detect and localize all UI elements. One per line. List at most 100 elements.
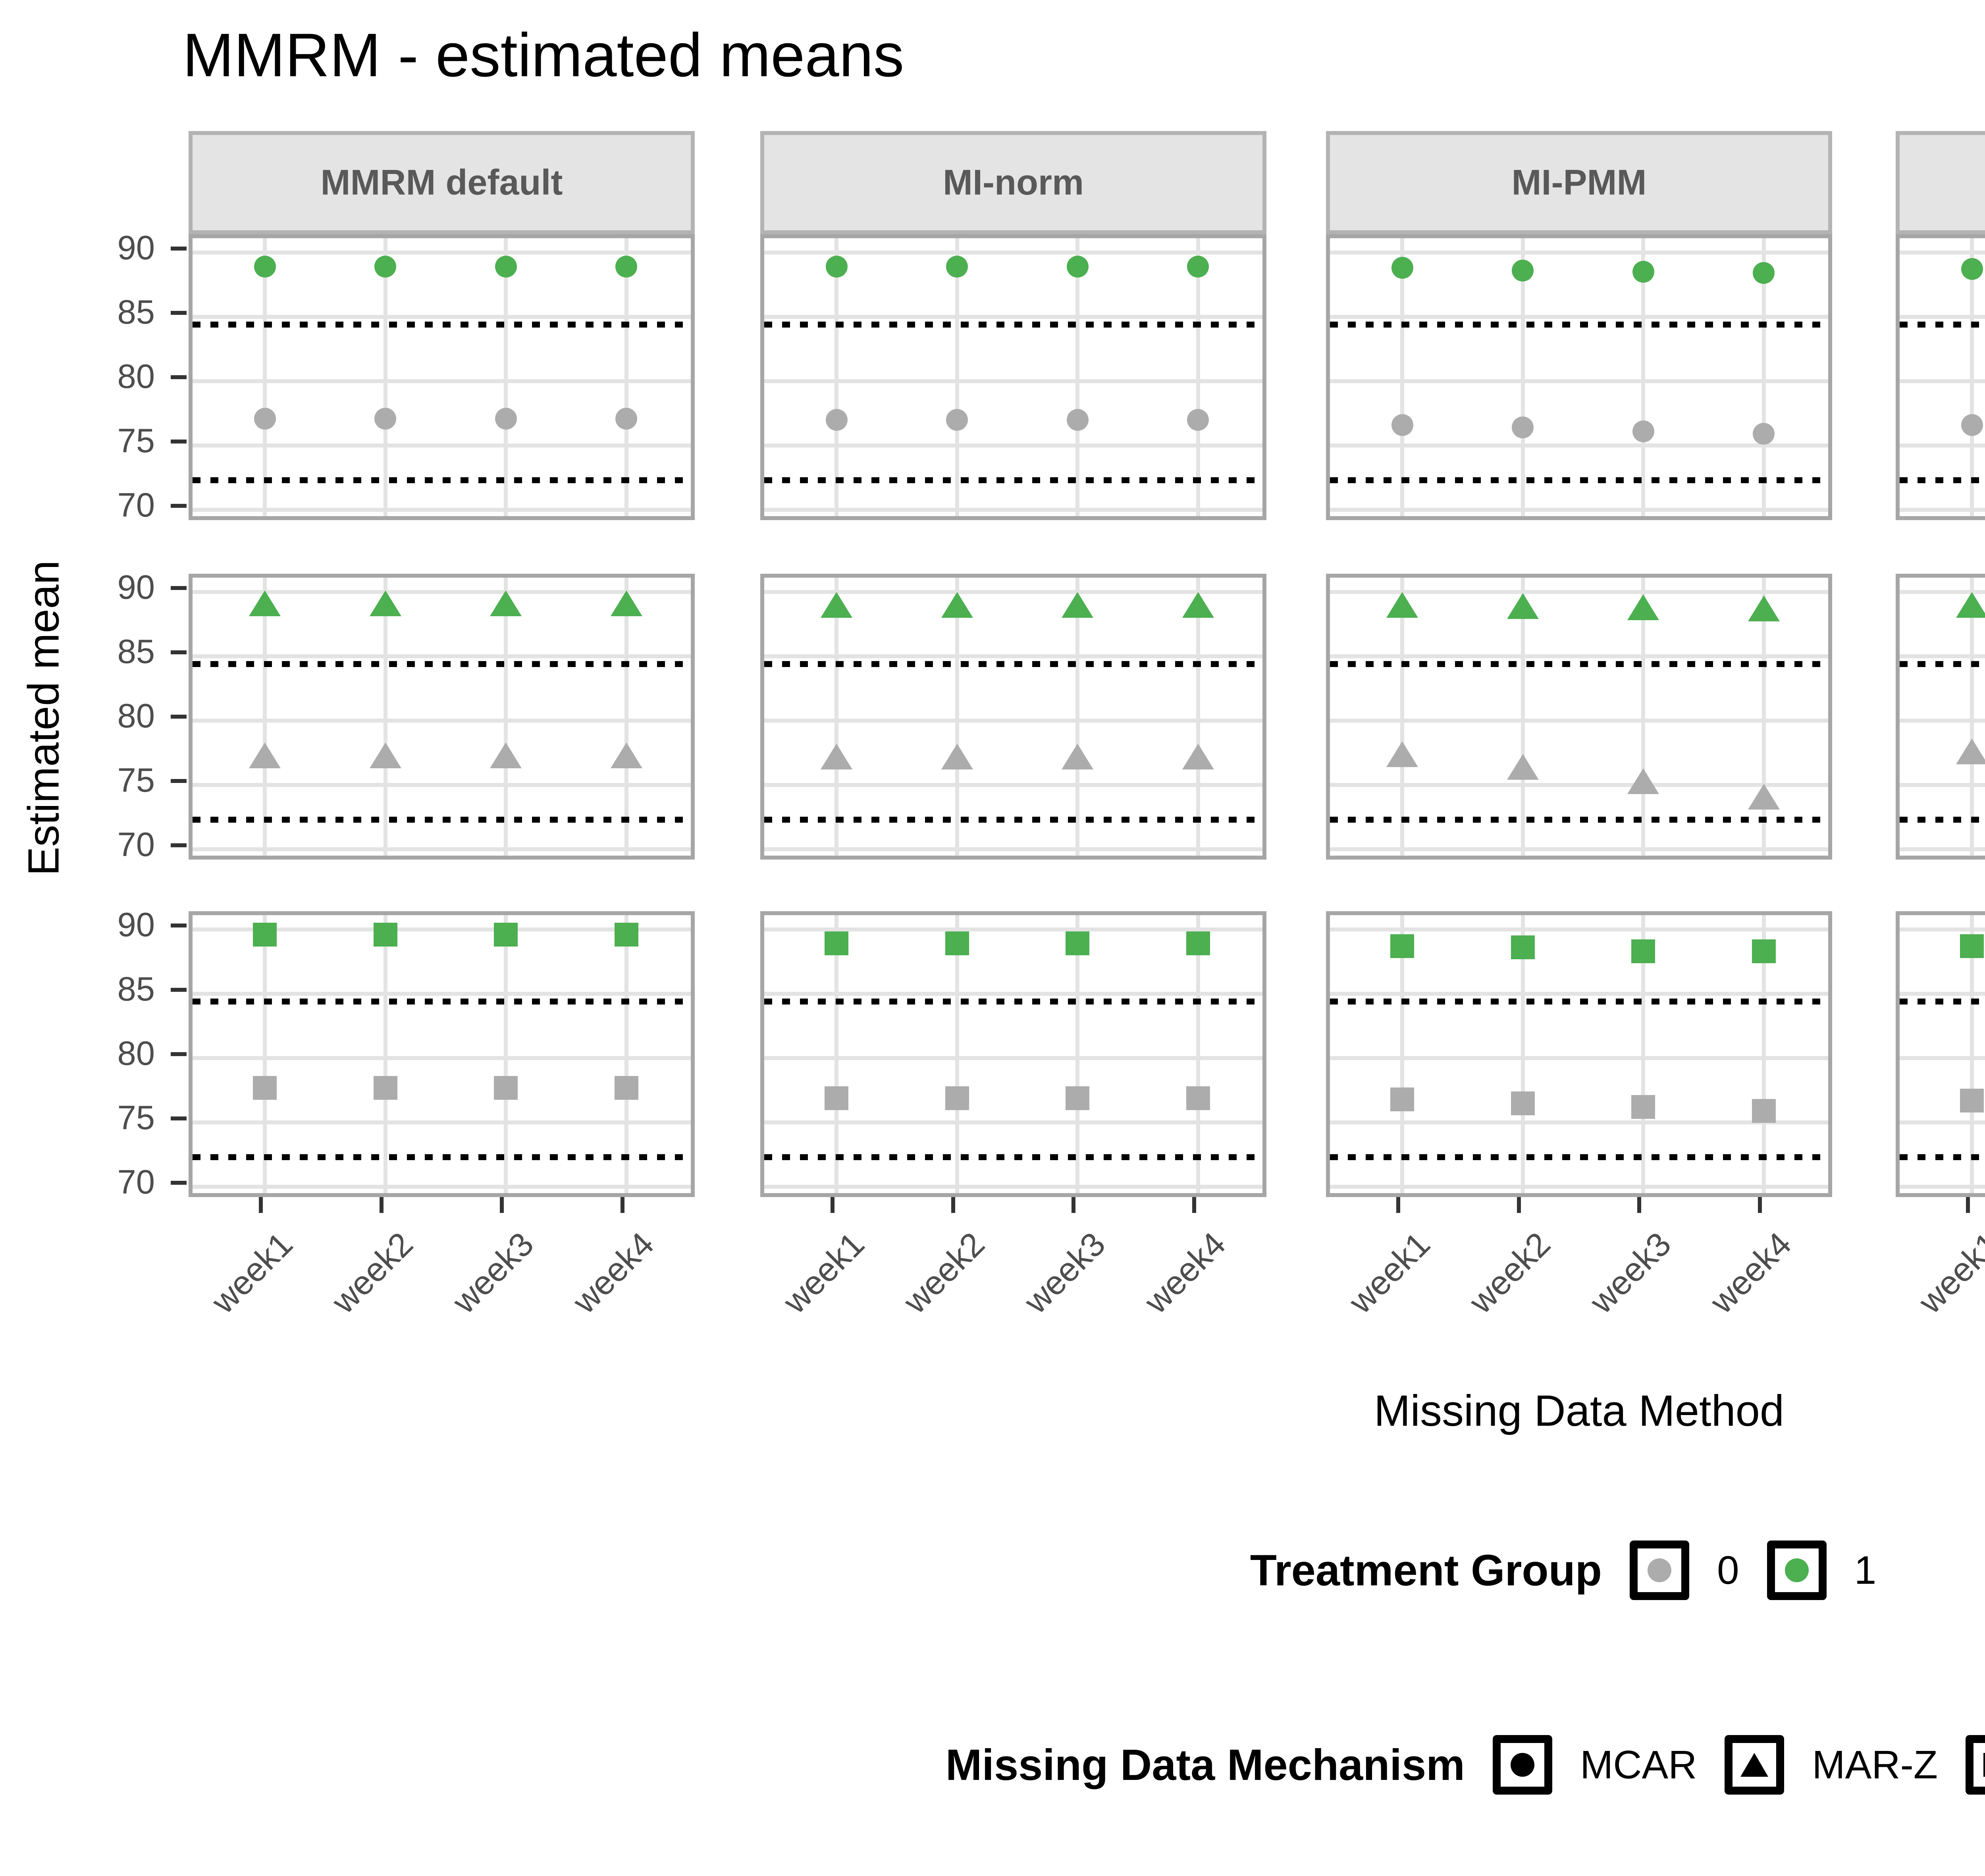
data-point-square (494, 1076, 518, 1100)
data-point-circle (254, 255, 276, 278)
reference-line (1330, 817, 1828, 823)
facet-panel (760, 574, 1266, 860)
legend-item-label: MAR-Z (1812, 1742, 1938, 1787)
major-gridline-h (1900, 654, 1985, 658)
data-point-triangle (1507, 593, 1539, 619)
reference-line (1900, 998, 1985, 1005)
y-tick-label: 75 (117, 1099, 155, 1137)
data-point-square (614, 1076, 638, 1100)
major-gridline-h (1330, 314, 1828, 319)
facet-panel (1896, 234, 1985, 520)
major-gridline-h (193, 783, 691, 787)
x-tick-mark (1396, 1197, 1401, 1213)
major-gridline-v (504, 915, 508, 1193)
data-point-square (825, 931, 849, 956)
major-gridline-v (1075, 238, 1080, 516)
data-point-square (1960, 1089, 1984, 1113)
reference-line (193, 817, 691, 823)
data-point-triangle (249, 590, 281, 617)
major-gridline-h (764, 314, 1262, 319)
major-gridline-v (1970, 915, 1974, 1193)
y-tick-label: 90 (117, 229, 155, 267)
data-point-circle (1391, 414, 1413, 436)
major-gridline-h (764, 250, 1262, 255)
legend-key (1725, 1735, 1785, 1795)
data-point-circle (374, 255, 397, 278)
major-gridline-h (1900, 719, 1985, 723)
x-tick-label: week2 (1462, 1225, 1558, 1321)
major-gridline-v (1521, 578, 1525, 856)
major-gridline-h (764, 783, 1262, 787)
major-gridline-v (383, 578, 387, 856)
major-gridline-v (1400, 578, 1405, 856)
data-point-circle (946, 409, 968, 431)
data-point-triangle (941, 592, 973, 618)
x-tick-label: week4 (1137, 1225, 1233, 1321)
major-gridline-h (764, 508, 1262, 512)
major-gridline-h (1900, 847, 1985, 852)
y-tick-label: 70 (117, 486, 155, 524)
major-gridline-v (1075, 578, 1080, 856)
data-point-circle (1187, 409, 1209, 431)
y-axis-title: Estimated mean (19, 560, 68, 876)
data-point-square (1066, 1086, 1090, 1110)
major-gridline-v (955, 578, 959, 856)
data-point-circle (1512, 259, 1534, 281)
x-tick-mark (951, 1197, 955, 1213)
major-gridline-h (1900, 991, 1985, 996)
reference-line (1900, 817, 1985, 823)
data-point-circle (1187, 255, 1209, 278)
data-point-circle (1753, 262, 1775, 284)
data-point-square (1390, 1087, 1415, 1111)
data-point-square (373, 922, 397, 947)
major-gridline-v (1970, 238, 1974, 516)
chart-title: MMRM - estimated means (183, 21, 904, 89)
reference-line (1900, 1154, 1985, 1161)
data-point-circle (374, 407, 397, 430)
y-tick-mark (171, 987, 187, 992)
data-point-circle (495, 407, 517, 430)
reference-line (764, 817, 1262, 823)
data-point-triangle (1507, 754, 1539, 780)
circle-icon (1647, 1558, 1671, 1582)
major-gridline-h (193, 443, 691, 448)
major-gridline-v (263, 915, 267, 1193)
legend-key (1965, 1735, 1985, 1795)
legend-item-label: 0 (1717, 1548, 1739, 1593)
facet-panel (760, 911, 1266, 1197)
data-point-square (494, 922, 518, 947)
facet-panel (1326, 574, 1832, 860)
data-point-triangle (490, 742, 522, 769)
y-tick-label: 80 (117, 358, 155, 395)
triangle-icon (1740, 1753, 1769, 1777)
x-tick-label: week1 (776, 1225, 872, 1321)
data-point-circle (1961, 258, 1983, 280)
legend-item-label: MCAR (1580, 1742, 1697, 1787)
data-point-circle (254, 407, 276, 430)
y-tick-mark (171, 504, 187, 508)
x-tick-mark (1192, 1197, 1196, 1213)
x-tick-mark (259, 1197, 263, 1213)
y-tick-mark (171, 586, 187, 590)
major-gridline-v (383, 238, 387, 516)
x-tick-label: week3 (1017, 1225, 1113, 1321)
data-point-square (1066, 931, 1090, 956)
x-tick-label: week4 (565, 1225, 661, 1321)
y-tick-label: 90 (117, 568, 155, 606)
major-gridline-v (834, 578, 839, 856)
major-gridline-v (1075, 915, 1080, 1193)
major-gridline-h (1900, 783, 1985, 787)
reference-line (764, 321, 1262, 328)
facet-panel (1896, 574, 1985, 860)
x-tick-mark (1072, 1197, 1076, 1213)
data-point-square (1631, 1095, 1655, 1119)
y-tick-mark (171, 1052, 187, 1056)
major-gridline-v (955, 915, 959, 1193)
x-tick-label: week3 (1582, 1225, 1679, 1321)
major-gridline-h (764, 927, 1262, 931)
x-tick-mark (500, 1197, 504, 1213)
legend-key (1629, 1541, 1689, 1600)
y-tick-mark (171, 310, 187, 315)
data-point-square (1752, 939, 1776, 963)
